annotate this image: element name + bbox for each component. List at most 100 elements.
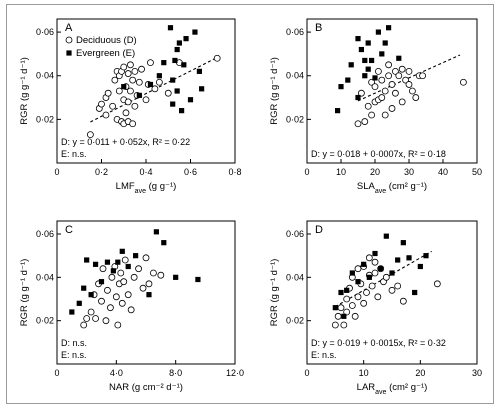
- data-point-square: [338, 84, 344, 90]
- data-point-circle: [368, 111, 376, 119]
- data-point-square: [181, 62, 187, 68]
- data-point-square: [355, 36, 361, 42]
- data-point-circle: [130, 273, 138, 281]
- x-tick-label: 10: [336, 167, 346, 177]
- data-point-circle: [360, 299, 368, 307]
- data-point-circle: [127, 306, 135, 314]
- data-point-circle: [102, 317, 110, 325]
- data-point-circle: [109, 102, 117, 110]
- data-point-square: [196, 68, 202, 74]
- data-point-square: [383, 233, 389, 239]
- x-tick-label: 0: [54, 167, 59, 177]
- panel-a: 0 0·2 0·4 0·6 0·8 0·02 0·04 0·06 A LMFave (g g⁻¹)…: [19, 18, 242, 195]
- data-point-circle: [374, 67, 382, 75]
- data-point-circle: [371, 258, 379, 266]
- data-point-circle: [433, 280, 441, 288]
- data-point-square: [104, 259, 111, 265]
- y-tick-label: 0·06: [36, 229, 54, 239]
- data-point-square: [355, 279, 361, 285]
- panel-letter: B: [315, 22, 322, 34]
- data-point-square: [161, 240, 167, 246]
- data-point-square: [375, 29, 381, 35]
- data-point-circle: [378, 76, 386, 84]
- data-point-circle: [354, 120, 362, 128]
- data-point-circle: [98, 100, 105, 108]
- x-axis-title: LARave (cm² g⁻¹): [357, 382, 428, 396]
- x-tick-label: 50: [472, 167, 482, 177]
- legend-label: Deciduous (D): [76, 35, 137, 46]
- data-point-square: [81, 285, 87, 291]
- data-point-circle: [124, 98, 132, 106]
- data-point-square: [417, 263, 423, 270]
- data-point-circle: [388, 105, 396, 112]
- data-point-circle: [388, 81, 396, 88]
- data-point-square: [372, 250, 378, 257]
- data-point-circle: [122, 109, 130, 117]
- data-point-circle: [111, 76, 119, 84]
- data-point-square: [378, 266, 384, 272]
- data-point-circle: [104, 89, 112, 97]
- series-evergreen: [69, 229, 201, 315]
- annotation-text: D: n.s.: [61, 338, 87, 348]
- data-point-square: [170, 101, 176, 107]
- data-point-square: [173, 274, 179, 280]
- data-point-circle: [402, 76, 410, 84]
- data-point-square: [355, 94, 361, 101]
- data-point-circle: [412, 94, 420, 101]
- data-point-square: [335, 108, 341, 114]
- data-point-square: [345, 77, 351, 83]
- data-point-circle: [398, 65, 406, 73]
- series-deciduous: [86, 54, 221, 139]
- data-point-square: [174, 46, 180, 53]
- data-point-square: [147, 81, 154, 88]
- data-point-circle: [331, 321, 339, 329]
- data-point-circle: [382, 273, 390, 281]
- data-point-square: [365, 66, 371, 72]
- data-point-circle: [374, 293, 382, 301]
- data-point-circle: [102, 111, 110, 119]
- data-point-circle: [104, 286, 111, 294]
- data-point-circle: [371, 269, 379, 277]
- data-point-circle: [354, 265, 362, 273]
- y-tick-label: 0·04: [36, 71, 54, 81]
- x-tick-label: 30: [472, 368, 482, 378]
- data-point-circle: [395, 72, 403, 80]
- data-point-square: [386, 25, 392, 31]
- data-point-square: [341, 313, 347, 319]
- x-tick-label: 4·0: [110, 368, 123, 378]
- data-point-circle: [348, 302, 356, 309]
- x-axis-title: SLAave (cm² g⁻¹): [357, 181, 427, 195]
- data-point-square: [344, 287, 350, 293]
- annotation-text: E: n.s.: [61, 350, 87, 360]
- data-point-square: [153, 229, 159, 235]
- data-point-circle: [92, 315, 99, 322]
- y-tick-label: 0·06: [286, 27, 304, 37]
- data-point-circle: [117, 269, 125, 277]
- x-tick-label: 8·0: [169, 368, 182, 378]
- data-point-circle: [368, 78, 376, 86]
- data-point-circle: [127, 61, 134, 69]
- data-point-circle: [343, 308, 351, 316]
- data-point-square: [156, 73, 162, 79]
- x-tick-label: 0: [304, 368, 309, 378]
- data-point-circle: [145, 280, 153, 288]
- data-point-circle: [371, 83, 379, 91]
- data-point-square: [389, 270, 395, 276]
- y-tick-label: 0·04: [36, 272, 54, 282]
- data-point-circle: [459, 78, 467, 86]
- data-point-circle: [80, 321, 88, 329]
- data-point-circle: [343, 295, 351, 303]
- x-tick-label: 10: [359, 368, 369, 378]
- data-point-square: [358, 46, 364, 53]
- data-point-square: [125, 263, 131, 270]
- figure-frame: 0 0·2 0·4 0·6 0·8 0·02 0·04 0·06 A LMFave (g g⁻¹)…: [6, 4, 494, 404]
- data-point-square: [400, 240, 406, 246]
- data-point-circle: [83, 315, 91, 322]
- data-point-circle: [381, 111, 389, 119]
- data-point-square: [349, 270, 355, 276]
- data-point-square: [84, 257, 90, 263]
- x-tick-label: 30: [404, 167, 414, 177]
- data-point-square: [199, 86, 205, 92]
- plot-area: [306, 220, 478, 365]
- x-tick-label: 0·6: [184, 167, 197, 177]
